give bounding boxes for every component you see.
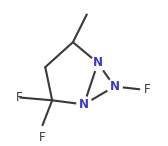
Text: F: F [16, 91, 23, 104]
Text: F: F [39, 131, 46, 144]
Text: N: N [93, 57, 103, 69]
Text: N: N [79, 98, 89, 111]
Text: F: F [143, 83, 150, 96]
Text: N: N [109, 80, 119, 93]
